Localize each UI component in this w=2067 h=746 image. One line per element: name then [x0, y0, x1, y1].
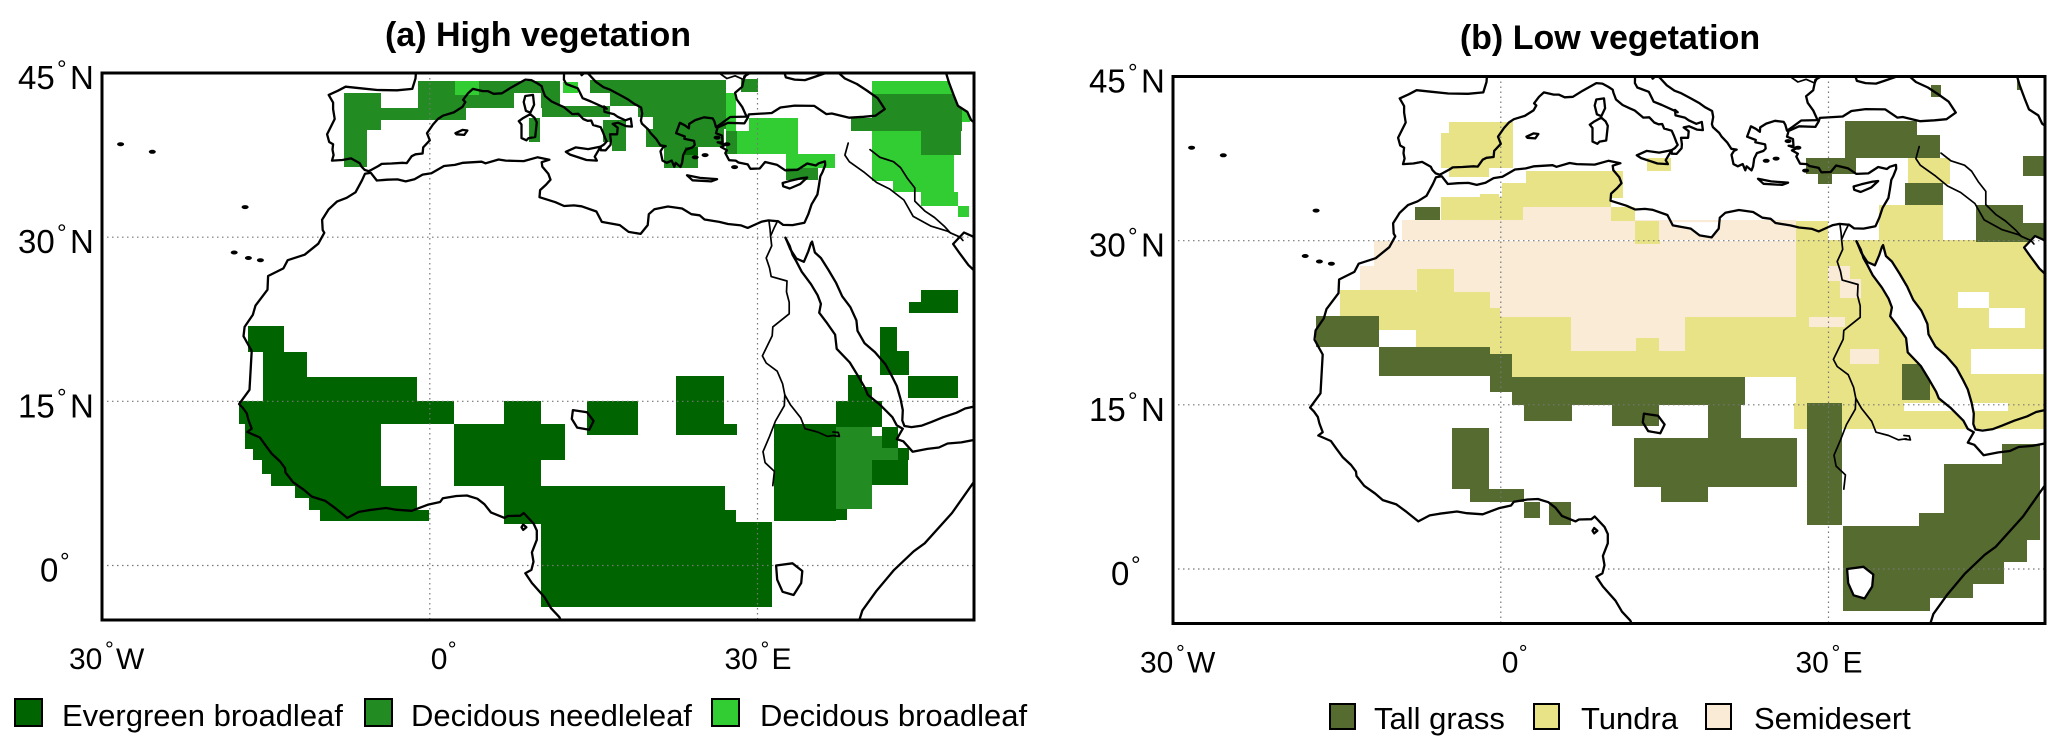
svg-text:W: W: [116, 643, 145, 676]
svg-text:W: W: [1187, 647, 1216, 680]
svg-text:0: 0: [431, 643, 448, 676]
svg-text:°: °: [1128, 224, 1138, 251]
svg-text:Decidous broadleaf: Decidous broadleaf: [760, 698, 1028, 733]
svg-text:15: 15: [1089, 391, 1126, 428]
svg-text:(b) Low vegetation: (b) Low vegetation: [1460, 19, 1760, 57]
svg-text:E: E: [1843, 647, 1863, 680]
svg-text:N: N: [70, 223, 94, 260]
svg-text:N: N: [70, 59, 94, 96]
svg-text:°: °: [1176, 641, 1185, 666]
svg-text:°: °: [1128, 60, 1138, 87]
svg-text:Semidesert: Semidesert: [1754, 701, 1911, 736]
svg-text:°: °: [761, 637, 770, 662]
svg-text:°: °: [105, 637, 114, 662]
svg-text:(a) High vegetation: (a) High vegetation: [385, 16, 691, 54]
svg-text:°: °: [57, 56, 67, 83]
svg-text:E: E: [772, 643, 792, 676]
svg-text:°: °: [57, 384, 67, 411]
svg-text:Decidous needleleaf: Decidous needleleaf: [411, 698, 692, 733]
svg-text:45: 45: [1089, 63, 1126, 100]
svg-text:°: °: [448, 637, 457, 662]
svg-text:°: °: [1131, 552, 1141, 579]
svg-text:0: 0: [1111, 555, 1129, 592]
svg-text:N: N: [1141, 63, 1165, 100]
svg-text:N: N: [1141, 227, 1165, 264]
svg-text:°: °: [60, 549, 70, 576]
svg-text:N: N: [70, 387, 94, 424]
svg-text:0: 0: [1502, 647, 1519, 680]
svg-text:30: 30: [1140, 647, 1173, 680]
svg-text:Evergreen broadleaf: Evergreen broadleaf: [62, 698, 343, 733]
svg-text:30: 30: [18, 223, 55, 260]
svg-text:0: 0: [40, 552, 58, 589]
svg-text:N: N: [1141, 391, 1165, 428]
svg-text:Tall grass: Tall grass: [1374, 701, 1505, 736]
svg-text:°: °: [1519, 641, 1528, 666]
svg-text:30: 30: [1089, 227, 1126, 264]
svg-text:30: 30: [1796, 647, 1829, 680]
svg-text:°: °: [57, 220, 67, 247]
svg-text:30: 30: [69, 643, 102, 676]
svg-text:15: 15: [18, 387, 55, 424]
svg-text:°: °: [1128, 388, 1138, 415]
svg-text:°: °: [1832, 641, 1841, 666]
svg-text:45: 45: [18, 59, 55, 96]
svg-text:30: 30: [725, 643, 758, 676]
svg-text:Tundra: Tundra: [1581, 701, 1679, 736]
